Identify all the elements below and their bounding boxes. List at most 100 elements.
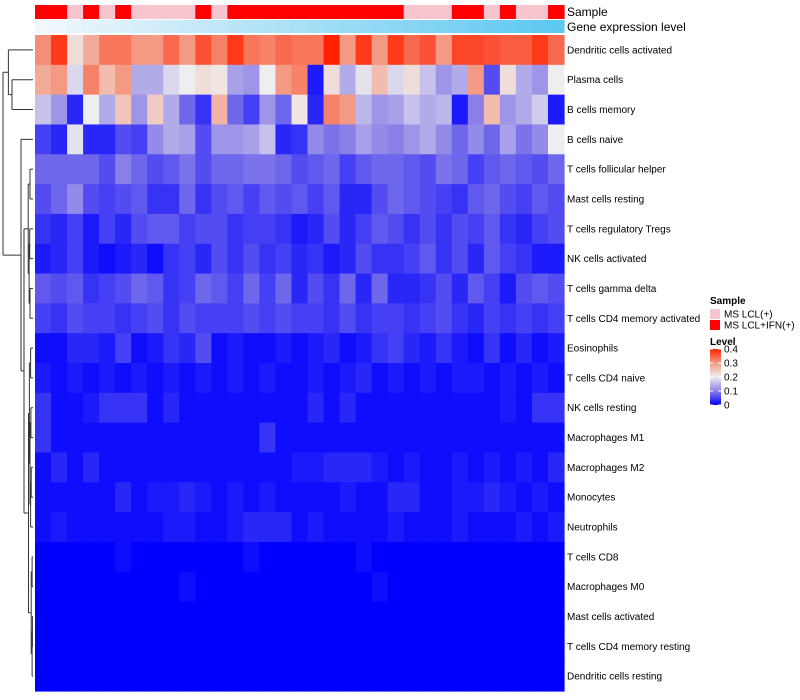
expression-annotation-cell xyxy=(419,20,437,33)
heatmap-cell xyxy=(179,422,196,454)
heatmap-cell xyxy=(131,452,148,483)
heatmap-cell xyxy=(67,124,84,155)
heatmap-cell xyxy=(387,571,405,603)
heatmap-cell xyxy=(147,94,164,126)
heatmap-cell xyxy=(147,601,164,632)
heatmap-cell xyxy=(195,124,212,155)
heatmap-cell xyxy=(483,124,501,155)
heatmap-cell xyxy=(371,94,389,126)
heatmap-cell xyxy=(163,243,180,275)
heatmap-cell xyxy=(291,184,309,215)
expression-annotation-cell xyxy=(67,20,84,33)
heatmap-cell xyxy=(339,64,357,96)
heatmap-cell xyxy=(499,243,517,275)
heatmap-cell xyxy=(403,661,421,692)
heatmap-cell xyxy=(211,512,228,543)
heatmap-cell xyxy=(211,273,228,304)
heatmap-cell xyxy=(547,482,565,513)
heatmap-cell xyxy=(275,303,293,334)
heatmap-cell xyxy=(419,303,437,334)
sample-annotation-cell xyxy=(147,5,164,19)
heatmap-cell xyxy=(99,512,116,543)
heatmap-cell xyxy=(179,273,196,304)
heatmap-cell xyxy=(227,422,244,454)
heatmap-cell xyxy=(179,631,196,662)
heatmap-cell xyxy=(371,363,389,394)
heatmap-cell xyxy=(99,64,116,96)
heatmap-cell xyxy=(291,571,309,603)
heatmap-cell xyxy=(547,124,565,155)
legend-swatch-lcl xyxy=(710,309,720,319)
expression-annotation-cell xyxy=(227,20,244,33)
heatmap-cell xyxy=(387,273,405,304)
heatmap-cell xyxy=(531,512,549,543)
heatmap-cell xyxy=(99,392,116,424)
heatmap-cell xyxy=(531,154,549,185)
sample-annotation-cell xyxy=(547,5,565,19)
heatmap-cell xyxy=(531,303,549,334)
heatmap-cell xyxy=(419,213,437,245)
heatmap-cell xyxy=(99,541,116,573)
heatmap-cell xyxy=(35,512,52,543)
heatmap-cell xyxy=(435,64,453,96)
sample-annotation-cell xyxy=(243,5,261,19)
heatmap-cell xyxy=(131,94,148,126)
heatmap-cell xyxy=(163,631,180,662)
expression-annotation-cell xyxy=(211,20,228,33)
heatmap-cell xyxy=(291,154,309,185)
heatmap-cell xyxy=(371,452,389,483)
heatmap-cell xyxy=(435,154,453,185)
heatmap-cell xyxy=(195,601,212,632)
heatmap-cell xyxy=(371,243,389,275)
heatmap-cell xyxy=(419,661,437,692)
heatmap-cell xyxy=(35,64,52,96)
heatmap-cell xyxy=(147,124,164,155)
heatmap-cell xyxy=(243,243,261,275)
heatmap-cell xyxy=(83,333,100,364)
heatmap-cell xyxy=(531,94,549,126)
heatmap-cell xyxy=(115,124,132,155)
heatmap-cell xyxy=(115,541,132,573)
heatmap-cell xyxy=(115,571,132,603)
heatmap-cell xyxy=(371,184,389,215)
heatmap-cell xyxy=(483,601,501,632)
heatmap-cell xyxy=(147,35,164,66)
heatmap-cell xyxy=(531,213,549,245)
heatmap-cell xyxy=(291,303,309,334)
heatmap-cell xyxy=(211,213,228,245)
heatmap-cell xyxy=(483,631,501,662)
heatmap-cell xyxy=(499,94,517,126)
heatmap-cell xyxy=(499,184,517,215)
sample-annotation-cell xyxy=(115,5,132,19)
heatmap-cell xyxy=(403,363,421,394)
heatmap-cell xyxy=(147,64,164,96)
heatmap-cell xyxy=(451,184,469,215)
heatmap-cell xyxy=(323,452,341,483)
heatmap-cell xyxy=(227,392,244,424)
heatmap-cell xyxy=(451,124,469,155)
heatmap-cell xyxy=(179,303,196,334)
heatmap-cell xyxy=(163,213,180,245)
heatmap-cell xyxy=(115,392,132,424)
heatmap-cell xyxy=(211,94,228,126)
heatmap-cell xyxy=(259,303,277,334)
sample-annotation-cell xyxy=(323,5,341,19)
heatmap-cell xyxy=(323,243,341,275)
heatmap-cell xyxy=(355,303,373,334)
heatmap-cell xyxy=(291,213,309,245)
heatmap-cell xyxy=(291,243,309,275)
heatmap-cell xyxy=(403,541,421,573)
heatmap-cell xyxy=(483,184,501,215)
heatmap-cell xyxy=(323,571,341,603)
heatmap-cell xyxy=(339,452,357,483)
heatmap-cell xyxy=(307,303,325,334)
heatmap-cell xyxy=(515,452,533,483)
heatmap-cell xyxy=(51,333,68,364)
heatmap-cell xyxy=(435,35,453,66)
heatmap-cell xyxy=(387,213,405,245)
heatmap-cell xyxy=(515,333,533,364)
heatmap-cell xyxy=(291,273,309,304)
heatmap-cell xyxy=(291,482,309,513)
heatmap-cell xyxy=(35,482,52,513)
heatmap-cell xyxy=(83,452,100,483)
